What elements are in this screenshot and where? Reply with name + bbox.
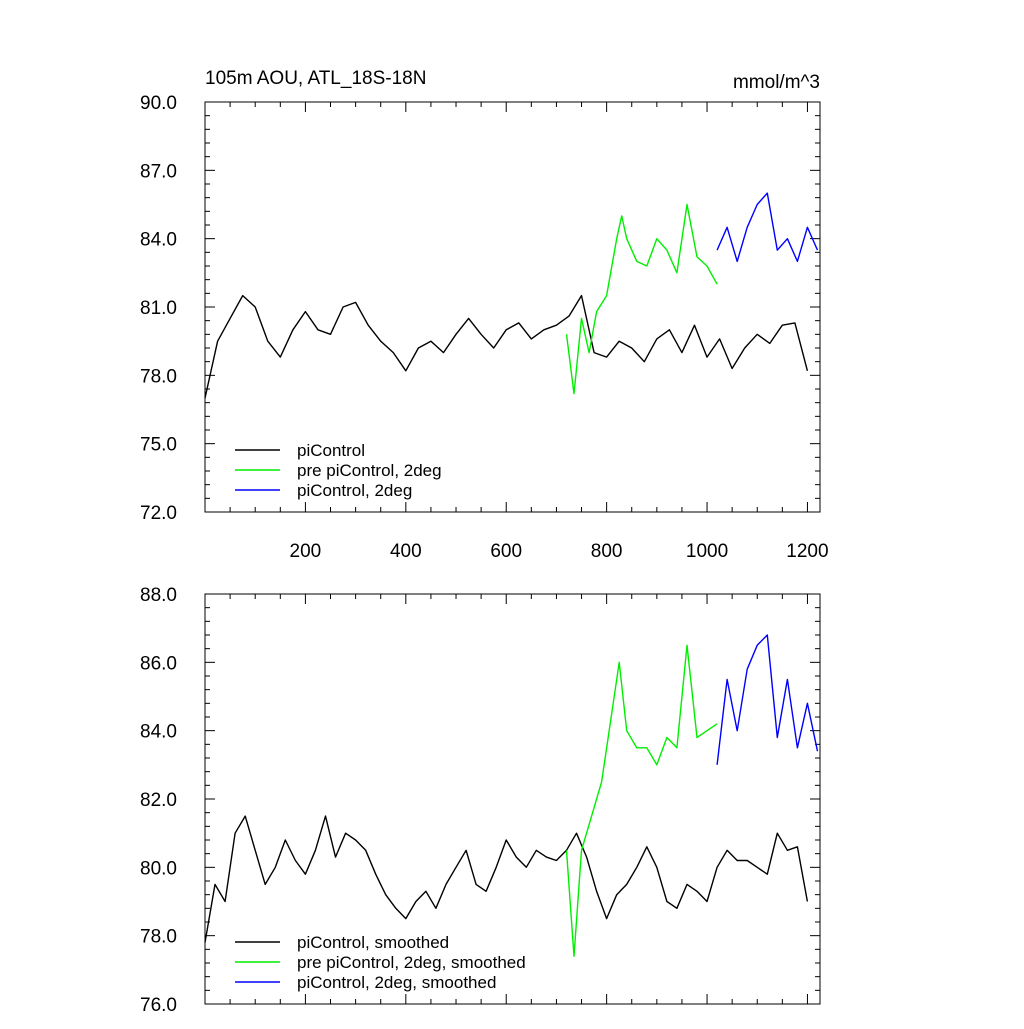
chart-title: 105m AOU, ATL_18S-18N: [205, 68, 426, 89]
x-tick-label: 1200: [786, 541, 828, 562]
y-tick-label: 82.0: [140, 790, 177, 811]
legend-label-top-0: piControl: [297, 441, 365, 460]
units-label: mmol/m^3: [733, 72, 820, 93]
y-tick-label: 78.0: [140, 366, 177, 387]
series-line-top-2: [716, 192, 819, 263]
legend-label-top-2: piControl, 2deg: [297, 481, 412, 500]
series-line-bottom-1: [565, 644, 718, 957]
y-tick-label: 78.0: [140, 927, 177, 948]
y-tick-label: 88.0: [140, 585, 177, 606]
y-tick-label: 76.0: [140, 995, 177, 1016]
legend-label-bottom-0: piControl, smoothed: [297, 933, 449, 952]
x-tick-label: 400: [390, 541, 422, 562]
panel-bottom: 76.0 78.0 80.0 82.0 84.0 86.0 88.0 piControl, s…: [140, 585, 821, 1016]
y-tick-label: 84.0: [140, 230, 177, 251]
x-tick-label: 200: [290, 541, 322, 562]
legend-label-bottom-2: piControl, 2deg, smoothed: [297, 973, 496, 992]
legend-label-bottom-1: pre piControl, 2deg, smoothed: [297, 953, 526, 972]
legend-label-top-1: pre piControl, 2deg: [297, 461, 442, 480]
x-tick-label: 1000: [686, 541, 728, 562]
y-tick-label: 84.0: [140, 722, 177, 743]
series-line-bottom-2: [716, 634, 819, 765]
y-tick-label: 87.0: [140, 161, 177, 182]
y-tick-label: 81.0: [140, 298, 177, 319]
y-tick-label: 86.0: [140, 653, 177, 674]
panel-top: 105m AOU, ATL_18S-18N mmol/m^3 200 400 600…: [140, 68, 829, 562]
series-line-top-1: [565, 203, 718, 395]
y-tick-label: 90.0: [140, 93, 177, 114]
y-tick-label: 72.0: [140, 503, 177, 524]
x-tick-label: 800: [591, 541, 623, 562]
x-tick-label: 600: [490, 541, 522, 562]
series-line-top-0: [204, 294, 809, 399]
series-line-bottom-0: [204, 815, 809, 943]
y-tick-label: 75.0: [140, 435, 177, 456]
y-tick-label: 80.0: [140, 858, 177, 879]
